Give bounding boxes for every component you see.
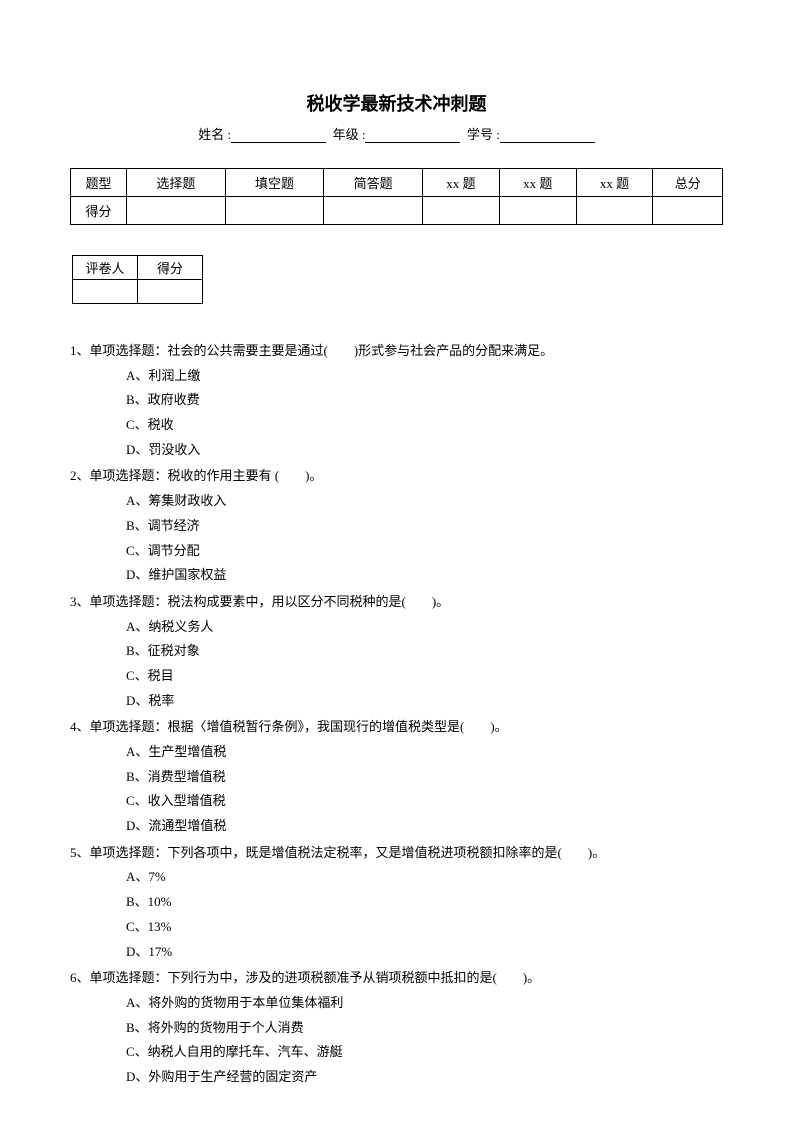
question-2: 2、单项选择题：税收的作用主要有 ( )。 A、筹集财政收入 B、调节经济 C、… xyxy=(70,464,723,587)
question-text: 单项选择题：税法构成要素中，用以区分不同税种的是( )。 xyxy=(90,594,450,609)
grade-label: 年级 : xyxy=(333,127,366,142)
table-row xyxy=(73,280,203,304)
option-d: D、外购用于生产经营的固定资产 xyxy=(126,1065,723,1090)
question-6: 6、单项选择题：下列行为中，涉及的进项税额准予从销项税额中抵扣的是( )。 A、… xyxy=(70,966,723,1089)
table-row: 题型 选择题 填空题 简答题 xx 题 xx 题 xx 题 总分 xyxy=(71,169,723,197)
options-list: A、生产型增值税 B、消费型增值税 C、收入型增值税 D、流通型增值税 xyxy=(70,740,723,839)
question-number: 6、 xyxy=(70,970,90,985)
question-text: 单项选择题：下列各项中，既是增值税法定税率，又是增值税进项税额扣除率的是( )。 xyxy=(90,845,606,860)
score-table: 题型 选择题 填空题 简答题 xx 题 xx 题 xx 题 总分 得分 xyxy=(70,168,723,225)
score-header-cell: 题型 xyxy=(71,169,127,197)
option-a: A、将外购的货物用于本单位集体福利 xyxy=(126,991,723,1016)
options-list: A、7% B、10% C、13% D、17% xyxy=(70,865,723,964)
question-text: 单项选择题：根据〈增值税暂行条例》，我国现行的增值税类型是( )。 xyxy=(90,719,508,734)
option-d: D、税率 xyxy=(126,689,723,714)
options-list: A、筹集财政收入 B、调节经济 C、调节分配 D、维护国家权益 xyxy=(70,489,723,588)
score-header-cell: 总分 xyxy=(653,169,723,197)
score-header-cell: 填空题 xyxy=(225,169,324,197)
grade-blank xyxy=(365,128,460,143)
question-number: 5、 xyxy=(70,845,90,860)
score-empty-cell xyxy=(127,197,226,225)
option-a: A、筹集财政收入 xyxy=(126,489,723,514)
question-stem: 3、单项选择题：税法构成要素中，用以区分不同税种的是( )。 xyxy=(70,590,723,615)
question-number: 2、 xyxy=(70,468,90,483)
question-stem: 1、单项选择题：社会的公共需要主要是通过( )形式参与社会产品的分配来满足。 xyxy=(70,339,723,364)
table-row: 得分 xyxy=(71,197,723,225)
score-empty-cell xyxy=(576,197,653,225)
option-a: A、7% xyxy=(126,865,723,890)
score-empty-cell xyxy=(225,197,324,225)
question-text: 单项选择题：社会的公共需要主要是通过( )形式参与社会产品的分配来满足。 xyxy=(90,343,554,358)
score-header-cell: xx 题 xyxy=(499,169,576,197)
question-stem: 4、单项选择题：根据〈增值税暂行条例》，我国现行的增值税类型是( )。 xyxy=(70,715,723,740)
table-row: 评卷人 得分 xyxy=(73,256,203,280)
option-d: D、罚没收入 xyxy=(126,438,723,463)
option-d: D、17% xyxy=(126,940,723,965)
options-list: A、纳税义务人 B、征税对象 C、税目 D、税率 xyxy=(70,615,723,714)
question-1: 1、单项选择题：社会的公共需要主要是通过( )形式参与社会产品的分配来满足。 A… xyxy=(70,339,723,462)
question-4: 4、单项选择题：根据〈增值税暂行条例》，我国现行的增值税类型是( )。 A、生产… xyxy=(70,715,723,838)
question-5: 5、单项选择题：下列各项中，既是增值税法定税率，又是增值税进项税额扣除率的是( … xyxy=(70,841,723,964)
score-header-cell: 简答题 xyxy=(324,169,423,197)
grader-label-cell: 评卷人 xyxy=(73,256,138,280)
score-empty-cell xyxy=(423,197,500,225)
question-stem: 2、单项选择题：税收的作用主要有 ( )。 xyxy=(70,464,723,489)
student-info-line: 姓名 : 年级 : 学号 : xyxy=(70,124,723,143)
option-c: C、调节分配 xyxy=(126,539,723,564)
name-blank xyxy=(231,128,326,143)
option-d: D、流通型增值税 xyxy=(126,814,723,839)
option-b: B、征税对象 xyxy=(126,639,723,664)
page-title: 税收学最新技术冲刺题 xyxy=(70,90,723,116)
grader-score-label-cell: 得分 xyxy=(138,256,203,280)
score-empty-cell xyxy=(499,197,576,225)
question-number: 3、 xyxy=(70,594,90,609)
option-d: D、维护国家权益 xyxy=(126,563,723,588)
question-number: 4、 xyxy=(70,719,90,734)
id-label: 学号 : xyxy=(467,127,500,142)
question-number: 1、 xyxy=(70,343,90,358)
option-b: B、政府收费 xyxy=(126,388,723,413)
score-empty-cell xyxy=(653,197,723,225)
grader-empty-cell xyxy=(73,280,138,304)
questions-container: 1、单项选择题：社会的公共需要主要是通过( )形式参与社会产品的分配来满足。 A… xyxy=(70,339,723,1090)
score-header-cell: 选择题 xyxy=(127,169,226,197)
option-c: C、纳税人自用的摩托车、汽车、游艇 xyxy=(126,1040,723,1065)
option-b: B、10% xyxy=(126,890,723,915)
option-a: A、生产型增值税 xyxy=(126,740,723,765)
score-label-cell: 得分 xyxy=(71,197,127,225)
name-label: 姓名 : xyxy=(198,127,231,142)
option-b: B、调节经济 xyxy=(126,514,723,539)
question-stem: 6、单项选择题：下列行为中，涉及的进项税额准予从销项税额中抵扣的是( )。 xyxy=(70,966,723,991)
option-a: A、纳税义务人 xyxy=(126,615,723,640)
score-header-cell: xx 题 xyxy=(423,169,500,197)
option-b: B、将外购的货物用于个人消费 xyxy=(126,1016,723,1041)
question-stem: 5、单项选择题：下列各项中，既是增值税法定税率，又是增值税进项税额扣除率的是( … xyxy=(70,841,723,866)
question-text: 单项选择题：下列行为中，涉及的进项税额准予从销项税额中抵扣的是( )。 xyxy=(90,970,541,985)
option-c: C、13% xyxy=(126,915,723,940)
option-c: C、税目 xyxy=(126,664,723,689)
option-c: C、税收 xyxy=(126,413,723,438)
option-a: A、利润上缴 xyxy=(126,364,723,389)
option-b: B、消费型增值税 xyxy=(126,765,723,790)
question-text: 单项选择题：税收的作用主要有 ( )。 xyxy=(90,468,323,483)
score-header-cell: xx 题 xyxy=(576,169,653,197)
option-c: C、收入型增值税 xyxy=(126,789,723,814)
grader-empty-cell xyxy=(138,280,203,304)
options-list: A、将外购的货物用于本单位集体福利 B、将外购的货物用于个人消费 C、纳税人自用… xyxy=(70,991,723,1090)
score-empty-cell xyxy=(324,197,423,225)
grader-table: 评卷人 得分 xyxy=(72,255,203,304)
options-list: A、利润上缴 B、政府收费 C、税收 D、罚没收入 xyxy=(70,364,723,463)
question-3: 3、单项选择题：税法构成要素中，用以区分不同税种的是( )。 A、纳税义务人 B… xyxy=(70,590,723,713)
id-blank xyxy=(500,128,595,143)
